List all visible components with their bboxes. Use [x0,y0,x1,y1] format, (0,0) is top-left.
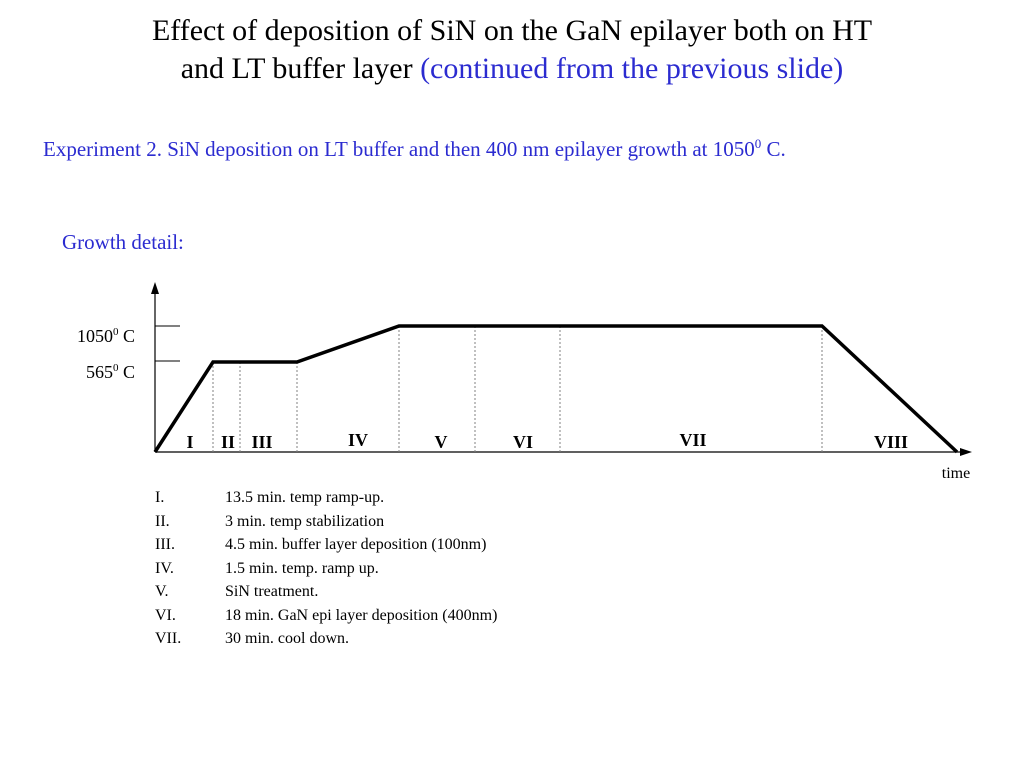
title-line-2-black: and LT buffer layer [180,52,421,85]
legend-list: I. 13.5 min. temp ramp-up. II. 3 min. temp… [155,486,497,651]
segment-label-III: III [251,432,272,452]
temperature-profile-line [153,324,959,454]
y-label-1050-value: 1050 [76,326,113,346]
y-label-565-unit: C [118,362,135,382]
y-label-1050: 10500 C [45,326,135,347]
legend-item-number: II. [155,512,170,530]
legend-item-text: 18 min. GaN epi layer deposition (400nm) [225,606,498,624]
growth-detail-label: Growth detail: [62,230,184,254]
x-axis-arrow-icon [960,448,972,456]
legend-item-text: SiN treatment. [225,583,319,600]
x-axis-label: time [942,465,970,482]
title-line-1: Effect of deposition of SiN on the GaN e… [151,14,873,47]
legend-item-text: 4.5 min. buffer layer deposition (100nm) [225,536,487,553]
segment-label-VII: VII [679,430,706,450]
y-label-565-value: 565 [85,362,113,382]
legend-item-number: I. [155,489,165,506]
legend-item: V. SiN treatment. [155,580,497,604]
legend-item: I. 13.5 min. temp ramp-up. [155,486,497,510]
segment-label-IV: IV [348,430,368,450]
legend-item: IV. 1.5 min. temp. ramp up. [155,557,497,581]
legend-item: VI. 18 min. GaN epi layer deposition (400… [155,604,497,628]
legend-item-text: 1.5 min. temp. ramp up. [225,559,379,577]
legend-item-number: III. [155,536,175,553]
segment-label-VI: VI [513,432,533,452]
legend-item-number: VII. [155,630,182,647]
legend-item-text: 3 min. temp stabilization [225,512,385,530]
legend-item: III. 4.5 min. buffer layer deposition (10… [155,533,497,557]
experiment-unit: C. [761,137,786,161]
experiment-description: Experiment 2. SiN deposition on LT buffe… [43,136,786,162]
slide-title: Effect of deposition of SiN on the GaN e… [0,12,1024,88]
segment-label-I: I [186,432,193,452]
segment-label-V: V [435,432,448,452]
segment-label-II: II [221,432,235,452]
legend-item-text: 30 min. cool down. [225,630,349,647]
legend-item-number: VI. [155,606,176,624]
y-axis-arrow-icon [151,282,159,294]
y-label-565-sup: 0 [112,362,119,374]
title-line-2-blue: (continued from the previous slide) [420,52,844,85]
y-label-1050-sup: 0 [112,326,119,338]
legend-item-text: 13.5 min. temp ramp-up. [225,489,385,506]
legend-item: II. 3 min. temp stabilization [155,510,497,534]
y-label-1050-unit: C [118,326,135,346]
experiment-text: Experiment 2. SiN deposition on LT buffe… [43,137,755,161]
segment-label-VIII: VIII [874,432,908,452]
legend-item-number: IV. [155,559,174,577]
title-line-2: and LT buffer layer (continued from the … [0,50,1024,88]
y-label-565: 5650 C [45,362,135,383]
experiment-degree-sup: 0 [754,136,762,151]
legend-item: VII. 30 min. cool down. [155,627,497,651]
legend-item-number: V. [155,583,169,600]
